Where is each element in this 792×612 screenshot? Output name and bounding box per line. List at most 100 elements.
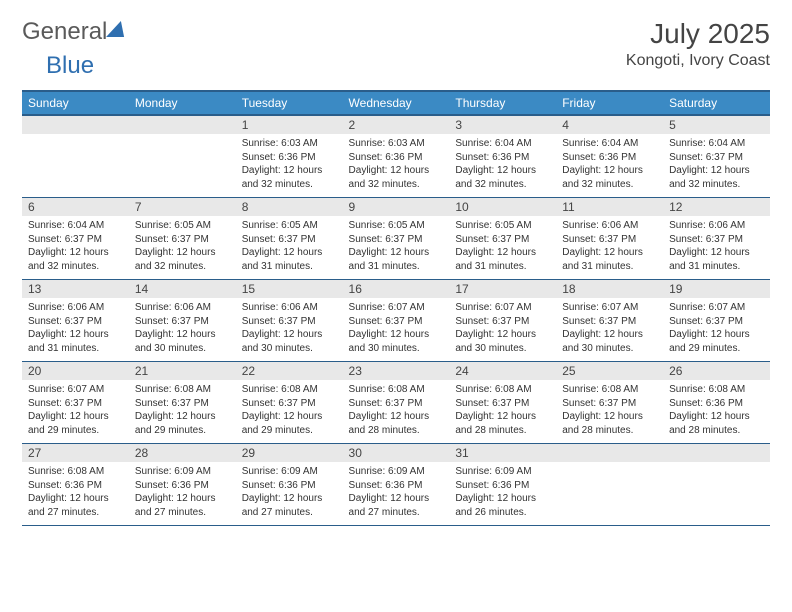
sunset-text: Sunset: 6:37 PM [28, 397, 123, 411]
daylight-text-1: Daylight: 12 hours [135, 492, 230, 506]
weekday-header: Friday [556, 91, 663, 115]
sunset-text: Sunset: 6:36 PM [669, 397, 764, 411]
sunrise-text: Sunrise: 6:05 AM [135, 219, 230, 233]
day-body: Sunrise: 6:09 AMSunset: 6:36 PMDaylight:… [343, 462, 450, 525]
day-number: 6 [22, 198, 129, 216]
day-number: 5 [663, 116, 770, 134]
sunrise-text: Sunrise: 6:05 AM [455, 219, 550, 233]
sunrise-text: Sunrise: 6:08 AM [349, 383, 444, 397]
sunset-text: Sunset: 6:37 PM [455, 233, 550, 247]
day-body: Sunrise: 6:06 AMSunset: 6:37 PMDaylight:… [236, 298, 343, 361]
daylight-text-1: Daylight: 12 hours [669, 328, 764, 342]
day-number: 7 [129, 198, 236, 216]
calendar-day-cell [663, 444, 770, 526]
sunrise-text: Sunrise: 6:08 AM [135, 383, 230, 397]
sunrise-text: Sunrise: 6:07 AM [669, 301, 764, 315]
calendar-week-row: 13Sunrise: 6:06 AMSunset: 6:37 PMDayligh… [22, 280, 770, 362]
daylight-text-2: and 31 minutes. [455, 260, 550, 274]
daylight-text-2: and 31 minutes. [349, 260, 444, 274]
daylight-text-1: Daylight: 12 hours [349, 246, 444, 260]
calendar-day-cell: 22Sunrise: 6:08 AMSunset: 6:37 PMDayligh… [236, 362, 343, 444]
daylight-text-1: Daylight: 12 hours [562, 246, 657, 260]
sunset-text: Sunset: 6:36 PM [455, 151, 550, 165]
calendar-day-cell: 12Sunrise: 6:06 AMSunset: 6:37 PMDayligh… [663, 198, 770, 280]
sunset-text: Sunset: 6:37 PM [669, 315, 764, 329]
sunset-text: Sunset: 6:36 PM [349, 151, 444, 165]
sunset-text: Sunset: 6:37 PM [242, 315, 337, 329]
sunrise-text: Sunrise: 6:08 AM [242, 383, 337, 397]
day-number: 22 [236, 362, 343, 380]
day-body: Sunrise: 6:05 AMSunset: 6:37 PMDaylight:… [236, 216, 343, 279]
sunset-text: Sunset: 6:37 PM [669, 233, 764, 247]
day-body [22, 134, 129, 196]
day-body: Sunrise: 6:08 AMSunset: 6:37 PMDaylight:… [236, 380, 343, 443]
weekday-header: Wednesday [343, 91, 450, 115]
day-body: Sunrise: 6:09 AMSunset: 6:36 PMDaylight:… [236, 462, 343, 525]
calendar-day-cell: 1Sunrise: 6:03 AMSunset: 6:36 PMDaylight… [236, 115, 343, 198]
sunrise-text: Sunrise: 6:03 AM [349, 137, 444, 151]
sunrise-text: Sunrise: 6:09 AM [349, 465, 444, 479]
daylight-text-1: Daylight: 12 hours [455, 328, 550, 342]
daylight-text-2: and 32 minutes. [349, 178, 444, 192]
calendar-day-cell: 3Sunrise: 6:04 AMSunset: 6:36 PMDaylight… [449, 115, 556, 198]
sunrise-text: Sunrise: 6:07 AM [28, 383, 123, 397]
day-number: 28 [129, 444, 236, 462]
day-body: Sunrise: 6:05 AMSunset: 6:37 PMDaylight:… [449, 216, 556, 279]
calendar-day-cell: 23Sunrise: 6:08 AMSunset: 6:37 PMDayligh… [343, 362, 450, 444]
day-number: 30 [343, 444, 450, 462]
calendar-day-cell: 19Sunrise: 6:07 AMSunset: 6:37 PMDayligh… [663, 280, 770, 362]
daylight-text-1: Daylight: 12 hours [242, 164, 337, 178]
calendar-day-cell: 28Sunrise: 6:09 AMSunset: 6:36 PMDayligh… [129, 444, 236, 526]
calendar-day-cell: 7Sunrise: 6:05 AMSunset: 6:37 PMDaylight… [129, 198, 236, 280]
location-label: Kongoti, Ivory Coast [626, 52, 770, 70]
sunrise-text: Sunrise: 6:07 AM [349, 301, 444, 315]
day-body: Sunrise: 6:06 AMSunset: 6:37 PMDaylight:… [22, 298, 129, 361]
day-body: Sunrise: 6:03 AMSunset: 6:36 PMDaylight:… [343, 134, 450, 197]
weekday-header: Tuesday [236, 91, 343, 115]
daylight-text-2: and 30 minutes. [562, 342, 657, 356]
logo-text-1: General [22, 18, 107, 46]
daylight-text-1: Daylight: 12 hours [135, 410, 230, 424]
daylight-text-2: and 29 minutes. [28, 424, 123, 438]
daylight-text-2: and 31 minutes. [28, 342, 123, 356]
day-body [663, 462, 770, 524]
day-body: Sunrise: 6:09 AMSunset: 6:36 PMDaylight:… [129, 462, 236, 525]
daylight-text-2: and 31 minutes. [562, 260, 657, 274]
day-body: Sunrise: 6:09 AMSunset: 6:36 PMDaylight:… [449, 462, 556, 525]
weekday-header: Sunday [22, 91, 129, 115]
daylight-text-2: and 30 minutes. [135, 342, 230, 356]
sunrise-text: Sunrise: 6:08 AM [562, 383, 657, 397]
calendar-day-cell [556, 444, 663, 526]
daylight-text-2: and 32 minutes. [135, 260, 230, 274]
weekday-header: Saturday [663, 91, 770, 115]
day-body: Sunrise: 6:07 AMSunset: 6:37 PMDaylight:… [343, 298, 450, 361]
calendar-day-cell: 17Sunrise: 6:07 AMSunset: 6:37 PMDayligh… [449, 280, 556, 362]
daylight-text-1: Daylight: 12 hours [28, 492, 123, 506]
day-body: Sunrise: 6:04 AMSunset: 6:36 PMDaylight:… [449, 134, 556, 197]
calendar-day-cell: 8Sunrise: 6:05 AMSunset: 6:37 PMDaylight… [236, 198, 343, 280]
day-body: Sunrise: 6:08 AMSunset: 6:37 PMDaylight:… [449, 380, 556, 443]
sunrise-text: Sunrise: 6:04 AM [562, 137, 657, 151]
day-number: 1 [236, 116, 343, 134]
daylight-text-2: and 26 minutes. [455, 506, 550, 520]
daylight-text-2: and 28 minutes. [455, 424, 550, 438]
calendar-day-cell: 31Sunrise: 6:09 AMSunset: 6:36 PMDayligh… [449, 444, 556, 526]
day-body: Sunrise: 6:06 AMSunset: 6:37 PMDaylight:… [556, 216, 663, 279]
sunrise-text: Sunrise: 6:06 AM [242, 301, 337, 315]
weekday-header: Monday [129, 91, 236, 115]
day-body: Sunrise: 6:04 AMSunset: 6:37 PMDaylight:… [22, 216, 129, 279]
calendar-day-cell: 24Sunrise: 6:08 AMSunset: 6:37 PMDayligh… [449, 362, 556, 444]
day-number: 3 [449, 116, 556, 134]
daylight-text-1: Daylight: 12 hours [135, 328, 230, 342]
calendar-day-cell: 30Sunrise: 6:09 AMSunset: 6:36 PMDayligh… [343, 444, 450, 526]
day-body [129, 134, 236, 196]
sunset-text: Sunset: 6:37 PM [135, 315, 230, 329]
sunset-text: Sunset: 6:37 PM [135, 233, 230, 247]
daylight-text-1: Daylight: 12 hours [669, 164, 764, 178]
sunset-text: Sunset: 6:36 PM [455, 479, 550, 493]
day-body: Sunrise: 6:04 AMSunset: 6:36 PMDaylight:… [556, 134, 663, 197]
day-number: 26 [663, 362, 770, 380]
daylight-text-2: and 32 minutes. [562, 178, 657, 192]
daylight-text-1: Daylight: 12 hours [242, 492, 337, 506]
sunrise-text: Sunrise: 6:06 AM [28, 301, 123, 315]
